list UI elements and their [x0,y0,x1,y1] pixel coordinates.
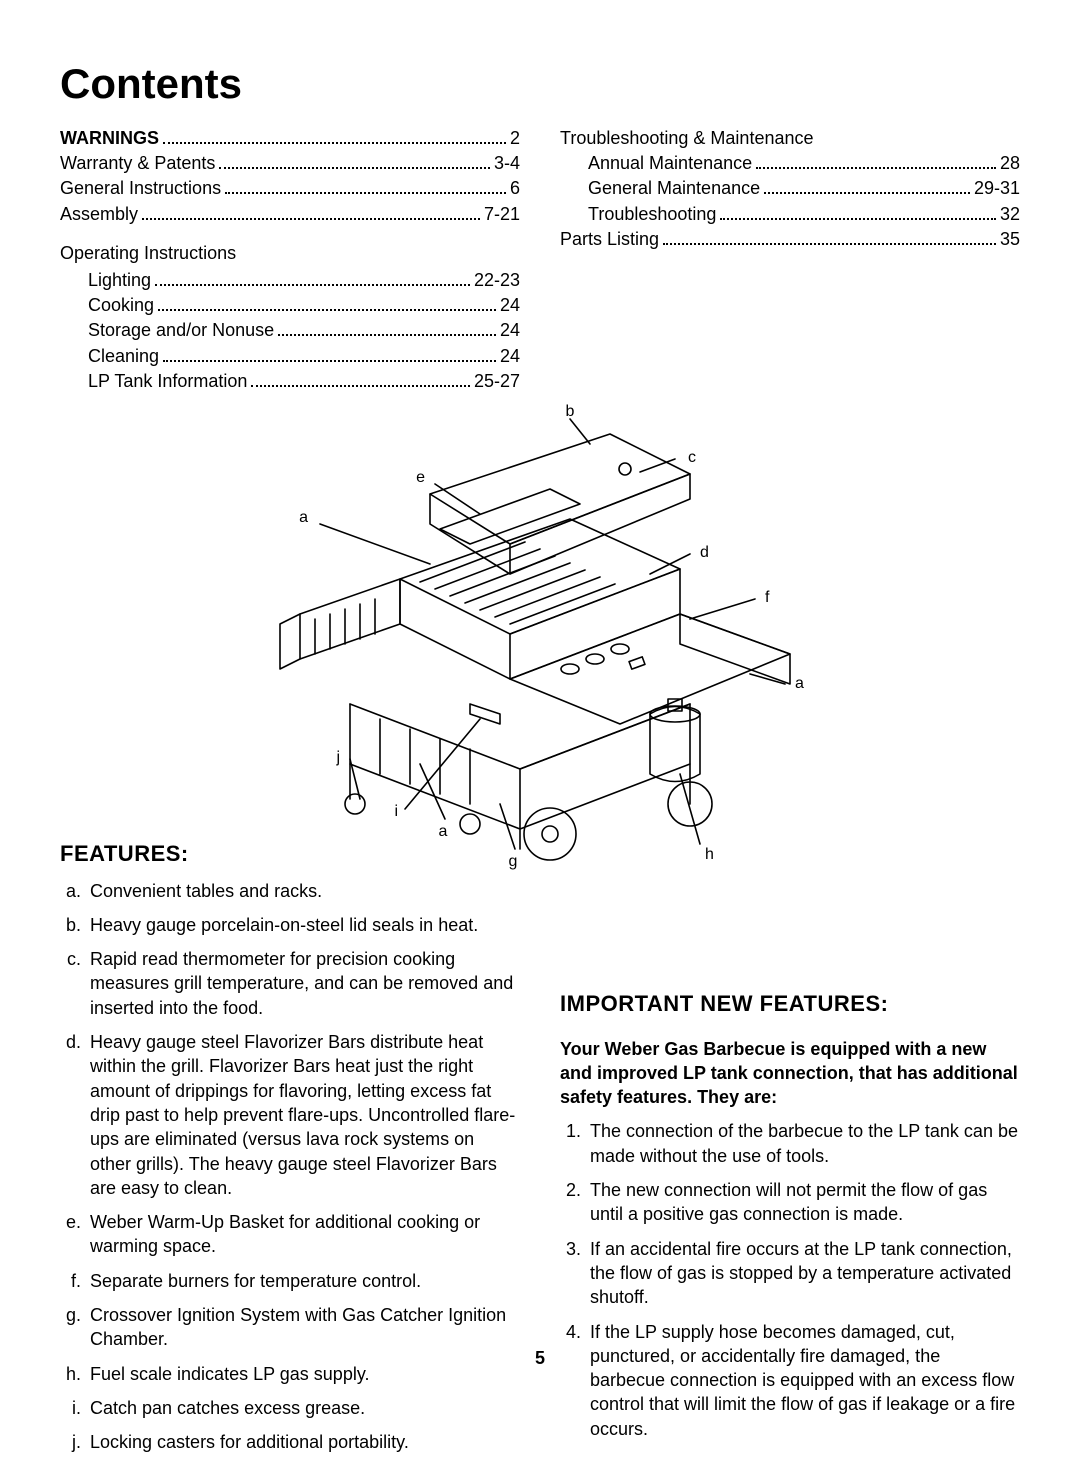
toc-subhead: Operating Instructions [60,241,520,266]
list-item: If an accidental fire occurs at the LP t… [586,1237,1020,1310]
list-item: Locking casters for additional portabili… [86,1430,520,1454]
toc-page: 32 [1000,202,1020,227]
diagram-label-i: i [394,803,398,820]
toc-page: 24 [500,293,520,318]
toc-page: 6 [510,176,520,201]
page-number: 5 [0,1348,1080,1369]
list-item: Weber Warm-Up Basket for additional cook… [86,1210,520,1259]
features-column: FEATURES: Convenient tables and racks. H… [60,839,520,1465]
toc-label: Cleaning [88,344,159,369]
grill-diagram-wrap: a e b c d f a h g a i j [60,404,1020,879]
diagram-label-c: c [688,449,696,466]
toc-row: General Maintenance 29-31 [560,176,1020,201]
toc-row: Lighting 22-23 [60,268,520,293]
toc-leader [219,167,490,169]
toc-label: General Maintenance [588,176,760,201]
toc-page: 7-21 [484,202,520,227]
toc-col-right: Troubleshooting & Maintenance Annual Mai… [560,126,1020,394]
toc-leader [158,309,496,311]
toc-label: Storage and/or Nonuse [88,318,274,343]
new-features-heading: IMPORTANT NEW FEATURES: [560,989,1020,1019]
toc-leader [663,243,996,245]
toc-label: Cooking [88,293,154,318]
toc-page: 25-27 [474,369,520,394]
list-item: The new connection will not permit the f… [586,1178,1020,1227]
diagram-label-a: a [439,823,448,840]
list-item: The connection of the barbecue to the LP… [586,1119,1020,1168]
diagram-label-f: f [765,589,770,606]
diagram-label-a: a [795,675,804,692]
toc-row: Storage and/or Nonuse 24 [60,318,520,343]
toc-label: Warranty & Patents [60,151,215,176]
toc-row: LP Tank Information 25-27 [60,369,520,394]
new-features-list: The connection of the barbecue to the LP… [560,1119,1020,1441]
toc-page: 2 [510,126,520,151]
list-item: Separate burners for temperature control… [86,1269,520,1293]
toc-row: Cooking 24 [60,293,520,318]
page-title: Contents [60,60,1020,108]
grill-diagram: a e b c d f a h g a i j [220,404,860,874]
toc-row: Annual Maintenance 28 [560,151,1020,176]
list-item: Convenient tables and racks. [86,879,520,903]
toc-leader [251,385,470,387]
toc-leader [163,142,506,144]
toc-leader [764,192,970,194]
diagram-label-j: j [335,749,340,766]
toc-label: Lighting [88,268,151,293]
toc-row: General Instructions 6 [60,176,520,201]
toc-col-left: WARNINGS 2 Warranty & Patents 3-4 Genera… [60,126,520,394]
toc-row: Troubleshooting 32 [560,202,1020,227]
toc-row: Warranty & Patents 3-4 [60,151,520,176]
toc-leader [756,167,996,169]
toc-label: LP Tank Information [88,369,247,394]
list-item: If the LP supply hose becomes damaged, c… [586,1320,1020,1441]
toc-label: WARNINGS [60,126,159,151]
toc-label: Troubleshooting [588,202,716,227]
diagram-label-d: d [700,544,709,561]
toc-leader [142,218,480,220]
diagram-label-a: a [299,509,308,526]
toc-row: Assembly 7-21 [60,202,520,227]
list-item: Rapid read thermometer for precision coo… [86,947,520,1020]
toc-leader [163,360,496,362]
toc-leader [278,334,496,336]
diagram-label-b: b [566,404,575,420]
toc-label: General Instructions [60,176,221,201]
toc-label: Assembly [60,202,138,227]
toc-subhead: Troubleshooting & Maintenance [560,126,1020,151]
toc-page: 29-31 [974,176,1020,201]
toc-page: 24 [500,344,520,369]
toc: WARNINGS 2 Warranty & Patents 3-4 Genera… [60,126,1020,394]
new-features-column: IMPORTANT NEW FEATURES: Your Weber Gas B… [560,839,1020,1465]
toc-leader [155,284,470,286]
list-item: Heavy gauge porcelain-on-steel lid seals… [86,913,520,937]
list-item: Crossover Ignition System with Gas Catch… [86,1303,520,1352]
toc-row: WARNINGS 2 [60,126,520,151]
toc-page: 28 [1000,151,1020,176]
toc-label: Annual Maintenance [588,151,752,176]
toc-page: 35 [1000,227,1020,252]
toc-leader [225,192,506,194]
toc-page: 3-4 [494,151,520,176]
list-item: Heavy gauge steel Flavorizer Bars distri… [86,1030,520,1200]
toc-row: Parts Listing 35 [560,227,1020,252]
toc-label: Parts Listing [560,227,659,252]
features-heading: FEATURES: [60,839,520,869]
toc-row: Cleaning 24 [60,344,520,369]
toc-leader [720,218,996,220]
list-item: Catch pan catches excess grease. [86,1396,520,1420]
body-columns: FEATURES: Convenient tables and racks. H… [60,839,1020,1465]
new-features-lead: Your Weber Gas Barbecue is equipped with… [560,1037,1020,1110]
diagram-label-e: e [416,469,425,486]
toc-page: 24 [500,318,520,343]
toc-page: 22-23 [474,268,520,293]
